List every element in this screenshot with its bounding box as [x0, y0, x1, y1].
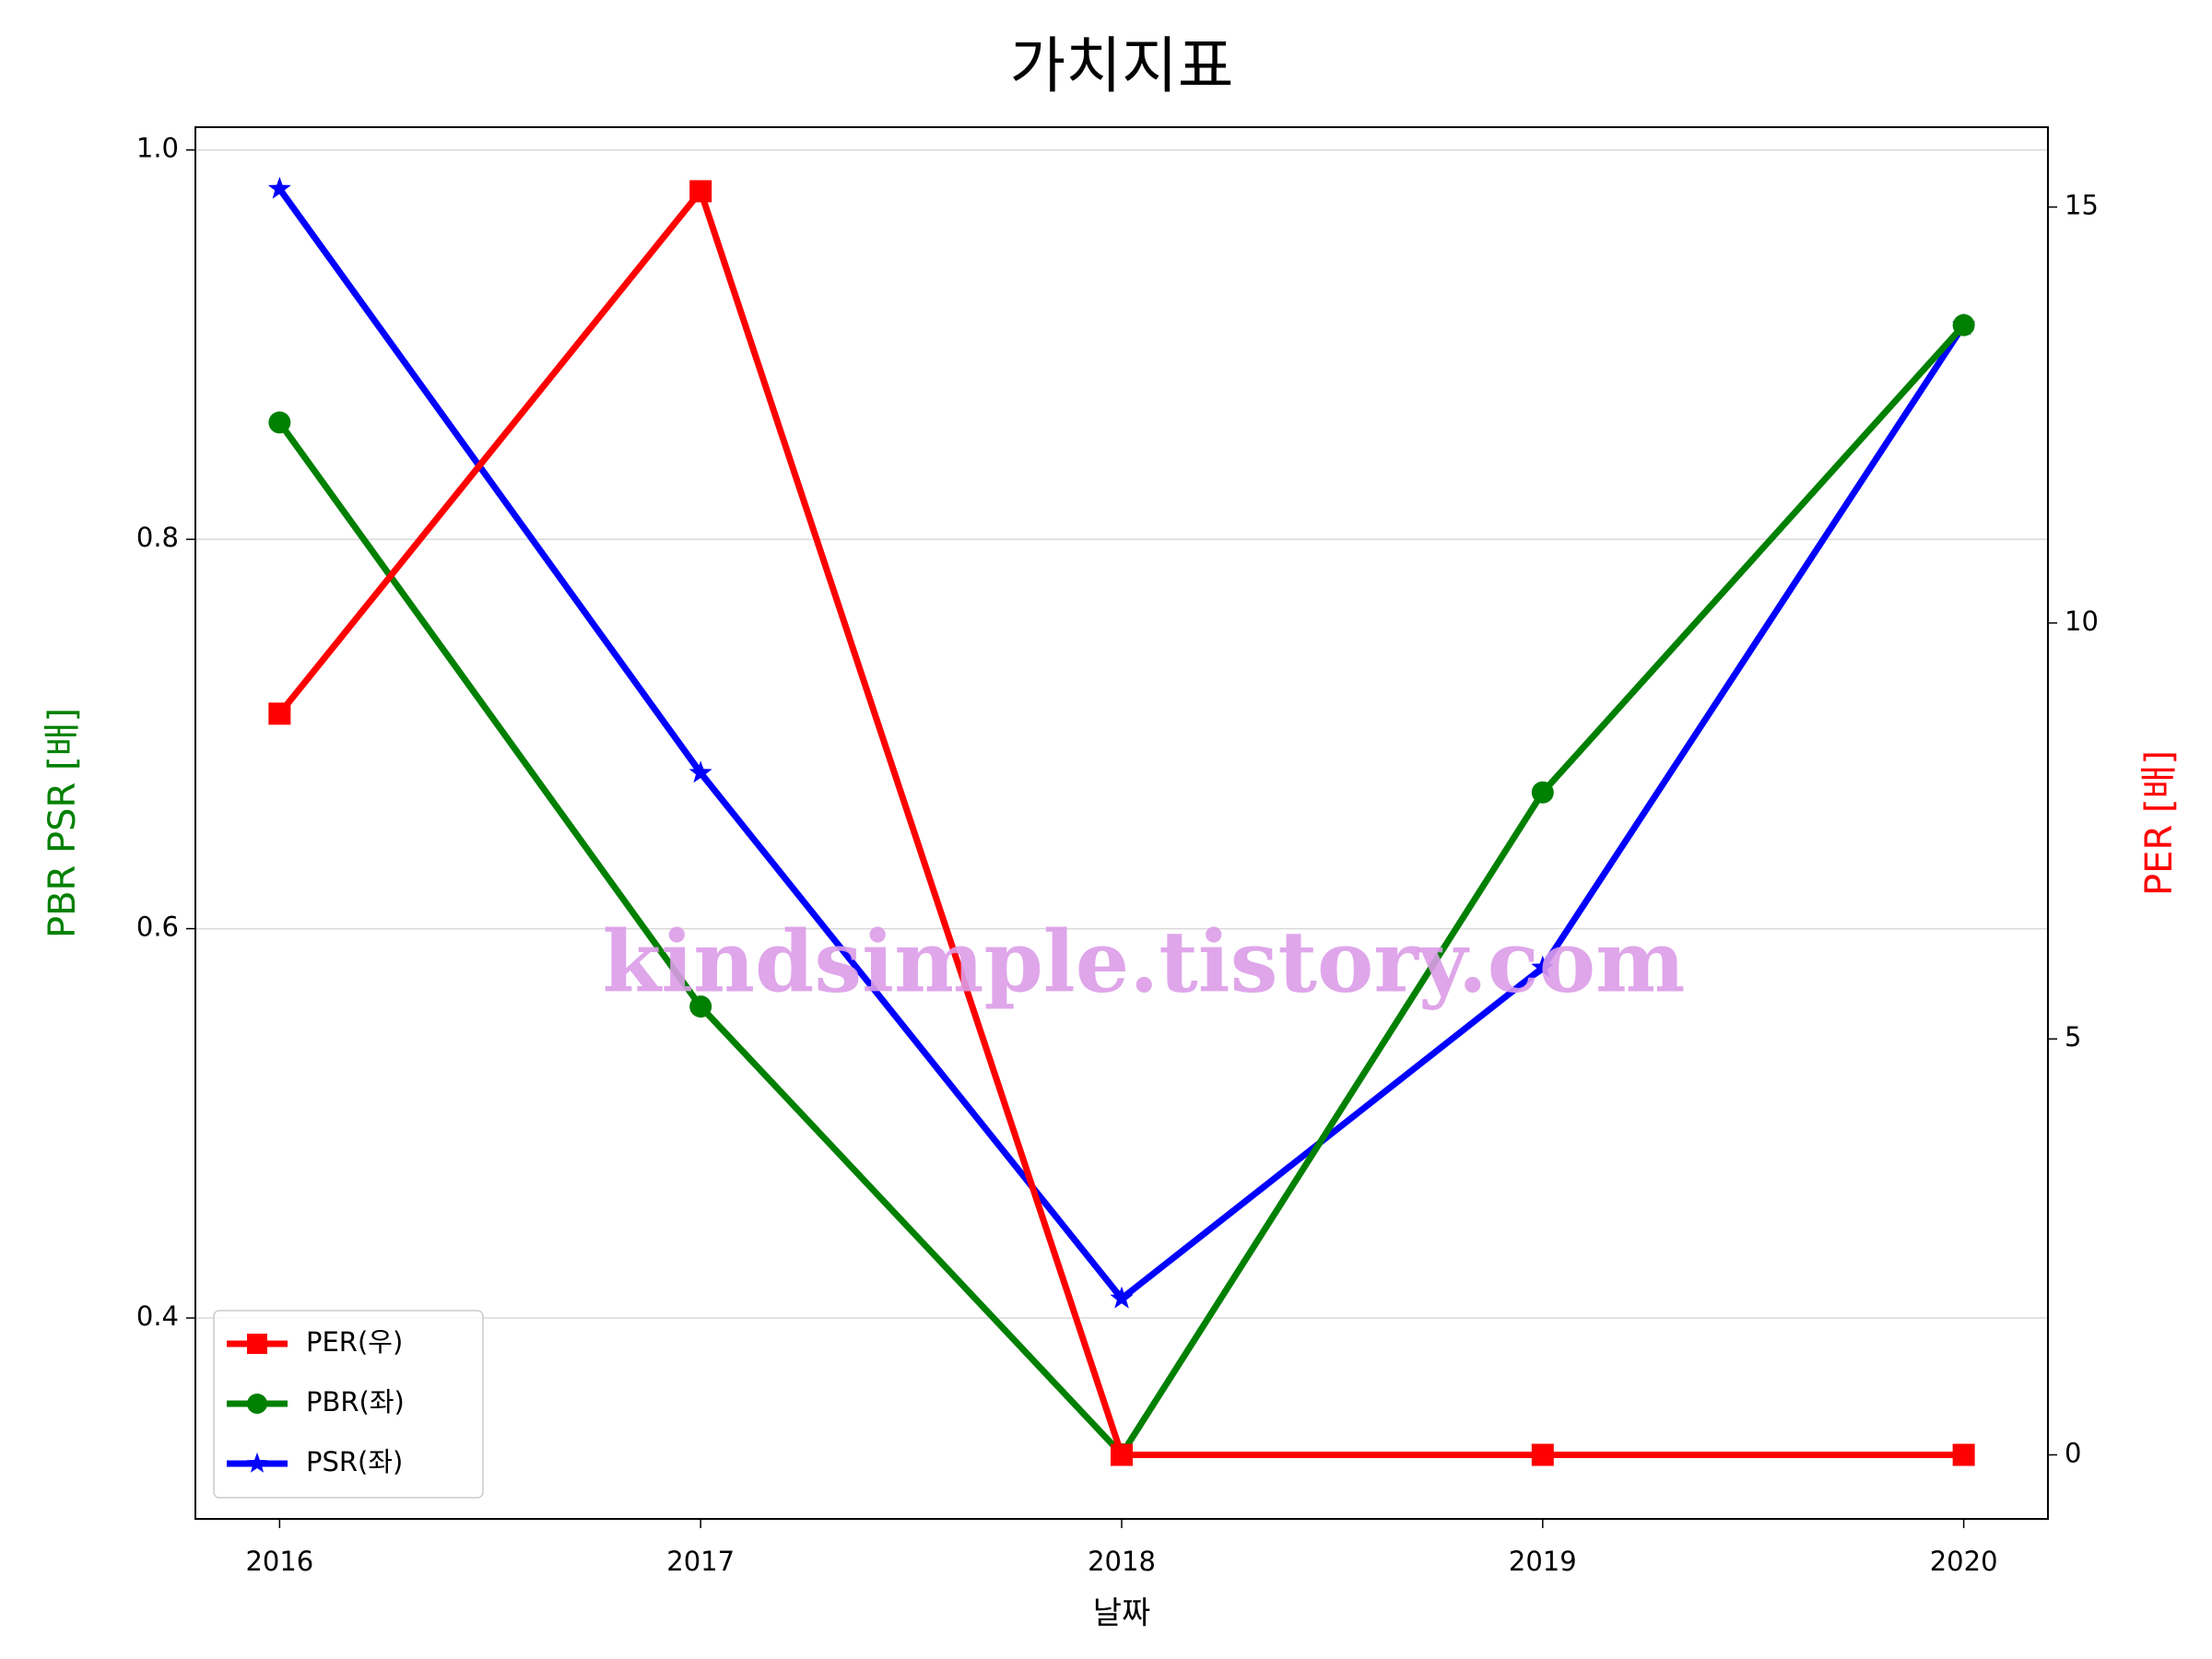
x-tick-label: 2018 — [1088, 1546, 1156, 1577]
y2-tick-label: 15 — [2065, 190, 2099, 221]
marker — [1531, 781, 1554, 804]
y-axis-label: PBR PSR [배] — [41, 708, 84, 938]
watermark: kindsimple.tistory.com — [602, 912, 1685, 1012]
legend-label: PBR(좌) — [306, 1386, 405, 1418]
marker — [268, 411, 291, 434]
marker — [1952, 313, 1975, 336]
x-tick-label: 2019 — [1509, 1546, 1577, 1577]
x-tick-label: 2020 — [1930, 1546, 1998, 1577]
marker — [267, 176, 291, 199]
marker — [1110, 1286, 1134, 1309]
legend-label: PSR(좌) — [306, 1446, 403, 1477]
y2-tick-label: 10 — [2065, 606, 2099, 637]
y-tick-label: 0.6 — [136, 912, 179, 943]
legend-marker — [247, 1334, 267, 1354]
legend-label: PER(우) — [306, 1326, 403, 1358]
marker — [1531, 1443, 1554, 1466]
series-line — [276, 186, 1967, 1302]
legend-box — [213, 1310, 484, 1499]
marker — [1952, 1443, 1975, 1466]
legend-marker — [247, 1394, 267, 1414]
y2-tick-label: 0 — [2065, 1438, 2081, 1469]
marker — [689, 995, 712, 1018]
chart-title: 가치지표 — [1010, 30, 1234, 101]
series-line — [276, 187, 1964, 1458]
marker — [1531, 955, 1555, 978]
legend-marker — [246, 1452, 268, 1473]
x-tick-label: 2017 — [666, 1546, 735, 1577]
marker — [268, 702, 291, 725]
marker — [1111, 1443, 1133, 1466]
y-tick-label: 0.8 — [136, 522, 179, 553]
x-tick-label: 2016 — [245, 1546, 313, 1577]
marker — [689, 180, 712, 203]
y-tick-label: 1.0 — [136, 133, 179, 164]
y2-tick-label: 5 — [2065, 1021, 2081, 1053]
marker — [688, 760, 712, 783]
y2-axis-label: PER [배] — [2138, 750, 2181, 896]
y-tick-label: 0.4 — [136, 1300, 179, 1332]
series-line — [276, 323, 1967, 1458]
plot-frame — [194, 126, 2049, 1520]
x-axis-label: 날짜 — [1093, 1595, 1151, 1632]
